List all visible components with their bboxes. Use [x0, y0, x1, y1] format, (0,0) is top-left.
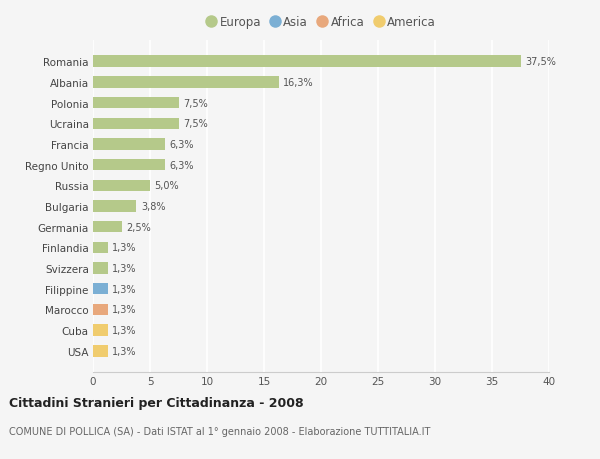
- Bar: [93, 263, 108, 274]
- Bar: [93, 325, 108, 336]
- Text: 3,8%: 3,8%: [141, 202, 166, 212]
- Bar: [93, 139, 165, 150]
- Text: 1,3%: 1,3%: [112, 305, 137, 315]
- Bar: [93, 242, 108, 253]
- Text: 1,3%: 1,3%: [112, 325, 137, 336]
- Text: Cittadini Stranieri per Cittadinanza - 2008: Cittadini Stranieri per Cittadinanza - 2…: [9, 396, 304, 409]
- Text: 1,3%: 1,3%: [112, 243, 137, 253]
- Bar: [93, 160, 165, 171]
- Bar: [93, 77, 279, 88]
- Bar: [93, 118, 179, 129]
- Text: 1,3%: 1,3%: [112, 346, 137, 356]
- Text: 37,5%: 37,5%: [525, 57, 556, 67]
- Text: 16,3%: 16,3%: [283, 78, 314, 88]
- Text: 5,0%: 5,0%: [155, 181, 179, 191]
- Bar: [93, 346, 108, 357]
- Legend: Europa, Asia, Africa, America: Europa, Asia, Africa, America: [206, 16, 436, 29]
- Bar: [93, 222, 121, 233]
- Bar: [93, 201, 136, 212]
- Bar: [93, 180, 150, 191]
- Text: 6,3%: 6,3%: [169, 140, 194, 150]
- Text: COMUNE DI POLLICA (SA) - Dati ISTAT al 1° gennaio 2008 - Elaborazione TUTTITALIA: COMUNE DI POLLICA (SA) - Dati ISTAT al 1…: [9, 426, 430, 436]
- Bar: [93, 284, 108, 295]
- Bar: [93, 98, 179, 109]
- Text: 7,5%: 7,5%: [183, 119, 208, 129]
- Text: 6,3%: 6,3%: [169, 160, 194, 170]
- Text: 1,3%: 1,3%: [112, 284, 137, 294]
- Bar: [93, 56, 521, 67]
- Text: 2,5%: 2,5%: [126, 222, 151, 232]
- Text: 1,3%: 1,3%: [112, 263, 137, 274]
- Text: 7,5%: 7,5%: [183, 98, 208, 108]
- Bar: [93, 304, 108, 315]
